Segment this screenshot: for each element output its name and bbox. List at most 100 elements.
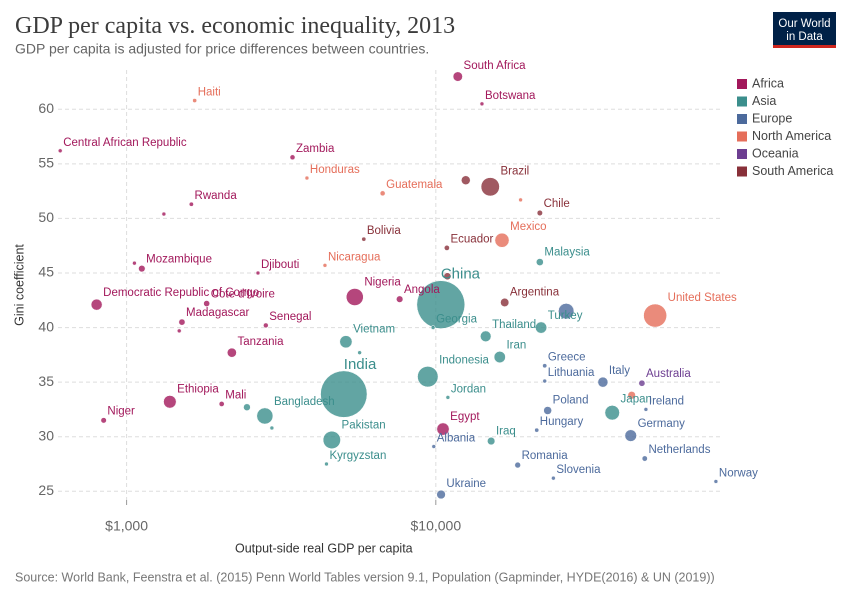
point-label: Ecuador xyxy=(450,233,493,245)
bubble xyxy=(304,175,310,181)
logo-text: in Data xyxy=(786,31,823,43)
logo-box[interactable] xyxy=(773,12,836,48)
bubble xyxy=(417,366,439,388)
legend-swatch[interactable] xyxy=(737,79,747,89)
bubble xyxy=(536,209,543,216)
bubble xyxy=(138,265,146,273)
point-label: Iraq xyxy=(496,425,516,437)
legend-label[interactable]: Europe xyxy=(752,111,792,125)
bubble xyxy=(542,363,548,369)
legend-swatch[interactable] xyxy=(737,149,747,159)
point-label: Bangladesh xyxy=(274,396,335,408)
bubble xyxy=(320,370,368,418)
bubble xyxy=(324,461,329,467)
bubble xyxy=(163,395,177,409)
bubble xyxy=(535,321,547,334)
bubble xyxy=(361,236,367,242)
legend-label[interactable]: South America xyxy=(752,164,833,178)
bubble xyxy=(487,437,496,446)
bubble xyxy=(604,405,620,421)
point-label: United States xyxy=(668,292,737,304)
point-label: Guatemala xyxy=(386,179,443,191)
point-label: Chile xyxy=(544,198,570,210)
legend-swatch[interactable] xyxy=(737,166,747,177)
point-label: Albania xyxy=(437,433,476,445)
y-tick-label: 45 xyxy=(38,264,54,280)
y-tick-label: 35 xyxy=(38,373,54,389)
bubble xyxy=(643,407,649,412)
bubble xyxy=(494,232,510,248)
bubble xyxy=(255,270,261,276)
bubble xyxy=(188,201,194,207)
point-label: Indonesia xyxy=(439,354,489,366)
bubble xyxy=(514,461,521,469)
bubble xyxy=(192,98,197,103)
bubble xyxy=(543,406,552,415)
legend-label[interactable]: North America xyxy=(752,129,831,143)
legend-swatch[interactable] xyxy=(737,131,747,142)
bubble xyxy=(57,148,63,154)
point-label: Central African Republic xyxy=(63,137,187,149)
bubble xyxy=(379,190,386,197)
bubble xyxy=(132,260,137,266)
bubble xyxy=(90,298,103,311)
point-label: Germany xyxy=(638,418,686,430)
point-label: Norway xyxy=(719,467,758,479)
logo-text: Our World xyxy=(778,18,830,30)
legend-label[interactable]: Africa xyxy=(752,76,784,90)
point-label: Haiti xyxy=(198,87,221,99)
point-label: Rwanda xyxy=(195,190,238,202)
bubble xyxy=(443,272,452,281)
legend-label[interactable]: Oceania xyxy=(752,146,799,160)
point-label: Georgia xyxy=(436,314,478,326)
point-label: Ukraine xyxy=(446,478,486,490)
point-label: Kyrgyzstan xyxy=(329,450,386,462)
bubble xyxy=(558,303,575,320)
bubble xyxy=(218,401,225,407)
point-label: Senegal xyxy=(269,311,311,323)
point-label: Democratic Republic of Congo xyxy=(103,287,259,299)
y-tick-label: 60 xyxy=(38,100,54,116)
point-label: South Africa xyxy=(464,60,527,72)
point-label: Djibouti xyxy=(261,259,299,271)
bubble xyxy=(243,403,251,411)
legend-label[interactable]: Asia xyxy=(752,94,776,108)
bubble xyxy=(322,431,341,449)
bubble xyxy=(416,280,466,329)
point-label: Niger xyxy=(107,406,135,418)
bubble xyxy=(551,475,556,481)
point-label: Jordan xyxy=(451,383,486,395)
bubble xyxy=(436,489,446,500)
point-label: Turkey xyxy=(548,310,583,322)
point-label: Nigeria xyxy=(364,277,401,289)
bubble xyxy=(452,71,463,82)
bubble xyxy=(641,455,648,462)
y-tick-label: 50 xyxy=(38,209,54,225)
bubble xyxy=(518,197,523,203)
bubble xyxy=(542,378,547,384)
point-label: Cote d'Ivoire xyxy=(211,289,275,301)
point-label: India xyxy=(344,356,377,373)
y-tick-label: 30 xyxy=(38,427,54,443)
x-axis-label: Output-side real GDP per capita xyxy=(235,541,413,555)
x-tick-label: $1,000 xyxy=(105,518,148,534)
bubble xyxy=(461,175,471,185)
point-label: Zambia xyxy=(296,143,335,155)
bubble xyxy=(480,330,492,342)
point-label: Ethiopia xyxy=(177,383,219,395)
bubble xyxy=(536,258,544,266)
legend-swatch[interactable] xyxy=(737,96,747,107)
point-label: Honduras xyxy=(310,164,360,176)
bubble xyxy=(638,379,646,387)
legend-swatch[interactable] xyxy=(737,114,747,124)
point-label: Italy xyxy=(609,365,630,377)
bubble xyxy=(178,318,186,326)
bubble xyxy=(493,351,506,363)
bubble xyxy=(627,391,636,400)
bubble xyxy=(444,245,450,251)
point-label: Malaysia xyxy=(544,247,590,259)
bubble xyxy=(436,422,450,436)
point-label: Nicaragua xyxy=(328,251,381,263)
point-label: Bolivia xyxy=(367,225,401,237)
